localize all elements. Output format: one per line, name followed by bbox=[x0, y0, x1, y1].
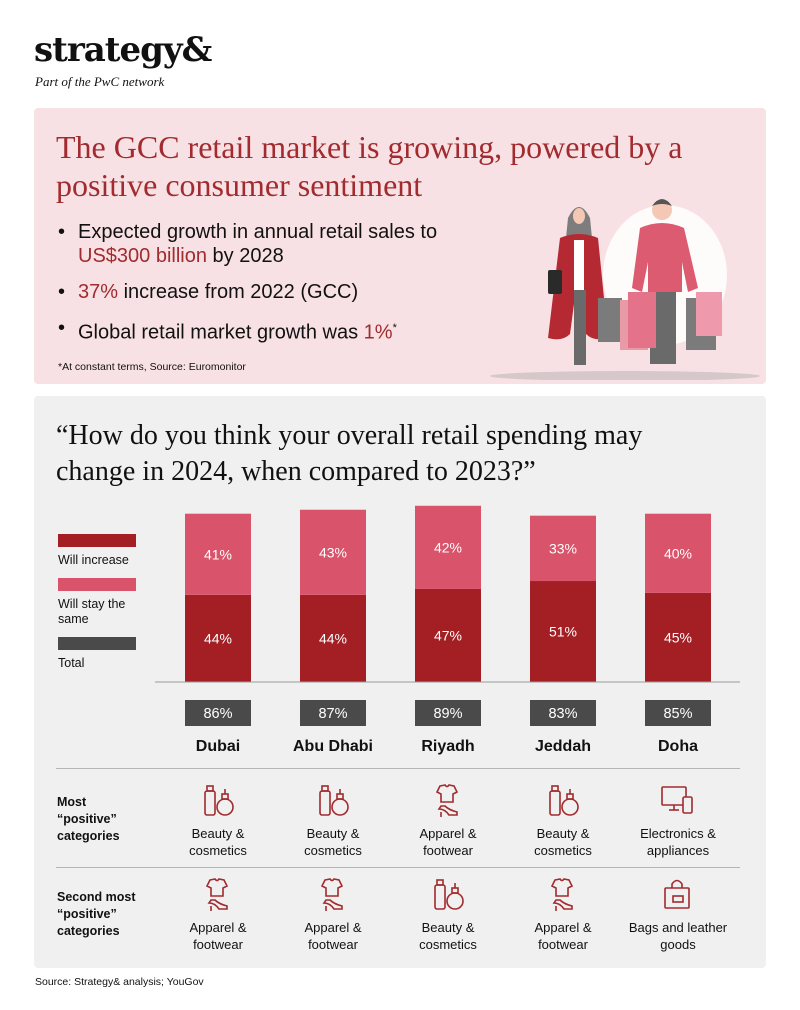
footnote-marker: * bbox=[392, 322, 397, 334]
category-label: Beauty & cosmetics bbox=[189, 826, 247, 858]
brand-logo: strategy& bbox=[34, 30, 212, 70]
bullet-dot-icon: • bbox=[58, 281, 66, 303]
bullet-item: • Expected growth in annual retail sales… bbox=[56, 220, 486, 268]
apparel-icon bbox=[435, 784, 459, 817]
beauty-icon bbox=[549, 785, 579, 816]
bullet-text: Global retail market growth was bbox=[78, 321, 364, 344]
intro-headline: The GCC retail market is growing, powere… bbox=[56, 129, 683, 203]
man-head bbox=[652, 200, 672, 220]
bullet-text: increase from 2022 (GCC) bbox=[118, 281, 359, 303]
category-cell: Bags and leather goods bbox=[623, 877, 733, 953]
category-cell: Beauty & cosmetics bbox=[393, 877, 503, 953]
bullet-highlight: 1% bbox=[363, 321, 393, 344]
legend-swatch-increase bbox=[58, 534, 136, 547]
legend-label-same: Will stay the same bbox=[58, 597, 126, 626]
man-sweater bbox=[632, 223, 698, 292]
woman-coat bbox=[548, 234, 608, 340]
bullet-highlight: 37% bbox=[78, 281, 119, 303]
survey-question: “How do you think your overall retail sp… bbox=[56, 420, 643, 487]
man-light-bag bbox=[696, 292, 722, 336]
man-hair bbox=[652, 199, 672, 206]
man-pink-bag bbox=[628, 292, 656, 348]
category-divider bbox=[56, 867, 740, 868]
apparel-icon bbox=[550, 878, 574, 911]
bullet-item: • 37% increase from 2022 (GCC) bbox=[56, 280, 486, 304]
category-label: Beauty & cosmetics bbox=[419, 920, 477, 952]
legend-label-increase: Will increase bbox=[58, 553, 129, 567]
bullet-text: Expected growth in annual retail sales t… bbox=[78, 221, 438, 243]
woman-gray-bag bbox=[598, 298, 622, 342]
bag-icon bbox=[664, 879, 690, 909]
category-cell: Beauty & cosmetics bbox=[278, 783, 388, 859]
category-cell: Apparel & footwear bbox=[393, 783, 503, 859]
bullet-text: by 2028 bbox=[206, 245, 284, 267]
chart-legend: Will increase Will stay the same Total bbox=[58, 534, 148, 681]
category-label: Bags and leather goods bbox=[628, 920, 728, 952]
category-cell: Electronics & appliances bbox=[623, 783, 733, 859]
intro-footnote: *At constant terms, Source: Euromonitor bbox=[58, 361, 246, 373]
category-cell: Beauty & cosmetics bbox=[163, 783, 273, 859]
apparel-icon bbox=[205, 878, 229, 911]
woman-face bbox=[573, 208, 585, 224]
category-label: Apparel & footwear bbox=[419, 826, 477, 858]
category-label: Beauty & cosmetics bbox=[534, 826, 592, 858]
row-label-most-positive: Most “positive” categories bbox=[57, 795, 120, 843]
beauty-icon bbox=[434, 879, 464, 910]
category-label: Apparel & footwear bbox=[304, 920, 362, 952]
category-cell: Apparel & footwear bbox=[278, 877, 388, 953]
category-divider bbox=[56, 768, 740, 769]
bullet-highlight: US$300 billion bbox=[78, 245, 207, 267]
electronics-icon bbox=[661, 786, 693, 814]
bullet-dot-icon: • bbox=[58, 221, 66, 243]
apparel-icon bbox=[320, 878, 344, 911]
category-cell: Apparel & footwear bbox=[508, 877, 618, 953]
category-label: Apparel & footwear bbox=[189, 920, 247, 952]
category-label: Electronics & appliances bbox=[640, 826, 716, 858]
intro-bullet-list: • Expected growth in annual retail sales… bbox=[56, 220, 486, 357]
category-cell: Apparel & footwear bbox=[163, 877, 273, 953]
brand-tagline: Part of the PwC network bbox=[35, 74, 165, 89]
category-label: Apparel & footwear bbox=[534, 920, 592, 952]
beauty-icon bbox=[204, 785, 234, 816]
bullet-dot-icon: • bbox=[58, 317, 66, 339]
bullet-item: • Global retail market growth was 1%* bbox=[56, 316, 486, 345]
ground-shadow bbox=[490, 371, 760, 380]
category-cell: Beauty & cosmetics bbox=[508, 783, 618, 859]
woman-legs bbox=[574, 290, 586, 365]
legend-swatch-same bbox=[58, 578, 136, 591]
shoppers-illustration bbox=[490, 199, 760, 380]
row-label-second-positive: Second most “positive” categories bbox=[57, 890, 136, 938]
woman-inner-shirt bbox=[574, 240, 584, 290]
category-label: Beauty & cosmetics bbox=[304, 826, 362, 858]
legend-label-total: Total bbox=[58, 656, 85, 670]
beauty-icon bbox=[319, 785, 349, 816]
legend-swatch-total bbox=[58, 637, 136, 650]
woman-black-bag bbox=[548, 270, 562, 294]
source-note: Source: Strategy& analysis; YouGov bbox=[35, 976, 204, 988]
